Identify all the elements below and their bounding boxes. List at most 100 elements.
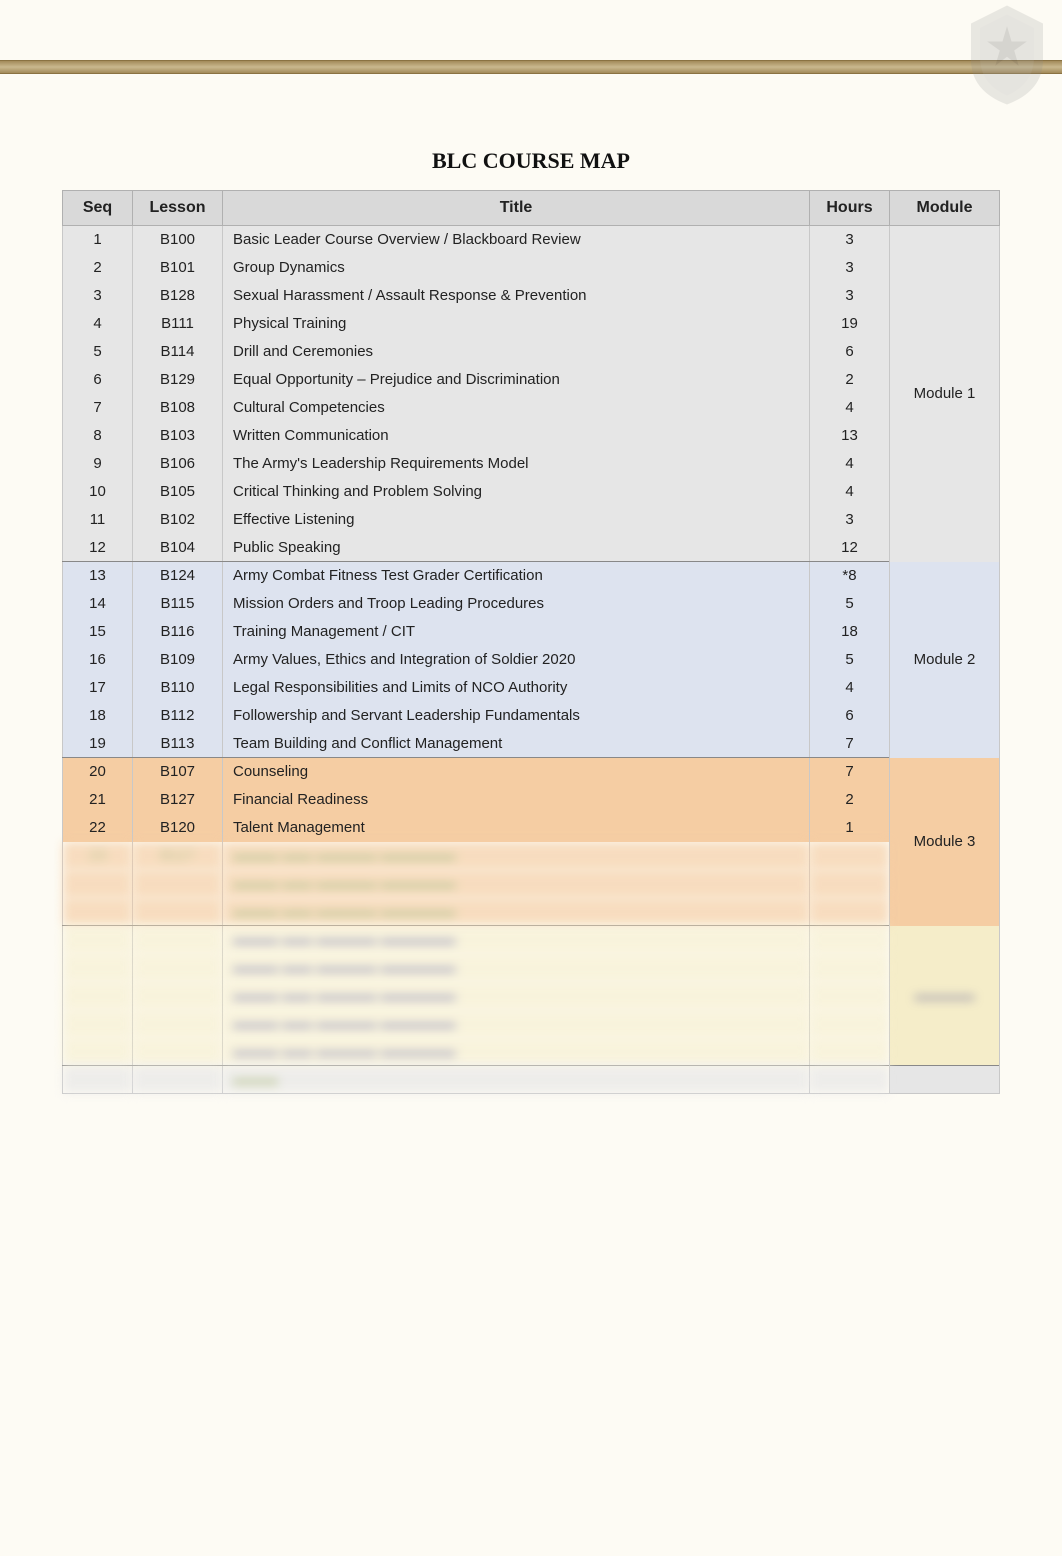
table-row: 18B112Followership and Servant Leadershi…: [63, 702, 1000, 730]
cell-hours: 13: [810, 422, 890, 450]
cell-seq: 4: [63, 310, 133, 338]
table-row: ▬▬▬ ▬▬ ▬▬▬▬ ▬▬▬▬▬: [63, 954, 1000, 982]
cell-lesson: B124: [133, 562, 223, 590]
cell-title: Written Communication: [223, 422, 810, 450]
cell-seq: [63, 954, 133, 982]
cell-lesson: [133, 954, 223, 982]
table-row: 4B111Physical Training19: [63, 310, 1000, 338]
cell-lesson: [133, 982, 223, 1010]
cell-title: ▬▬▬ ▬▬ ▬▬▬▬ ▬▬▬▬▬: [223, 982, 810, 1010]
cell-title: Group Dynamics: [223, 254, 810, 282]
cell-lesson: [133, 870, 223, 898]
cell-hours: 3: [810, 282, 890, 310]
cell-hours: 4: [810, 478, 890, 506]
cell-module: Module 1: [890, 226, 1000, 562]
cell-lesson: B101: [133, 254, 223, 282]
course-map-table-wrap: Seq Lesson Title Hours Module 1B100Basic…: [62, 190, 1000, 1094]
cell-lesson: B102: [133, 506, 223, 534]
cell-seq: 17: [63, 674, 133, 702]
cell-title: Legal Responsibilities and Limits of NCO…: [223, 674, 810, 702]
cell-title: ▬▬▬ ▬▬ ▬▬▬▬ ▬▬▬▬▬: [223, 870, 810, 898]
col-hours: Hours: [810, 191, 890, 226]
col-title: Title: [223, 191, 810, 226]
totals-row: ▬▬▬: [63, 1066, 1000, 1094]
table-row: 20B107Counseling7Module 3: [63, 758, 1000, 786]
cell-lesson: B113: [133, 730, 223, 758]
table-row: 13B124Army Combat Fitness Test Grader Ce…: [63, 562, 1000, 590]
cell-hours: 3: [810, 506, 890, 534]
cell-seq: 22: [63, 814, 133, 842]
cell-hours: 3: [810, 226, 890, 254]
totals-seq: [63, 1066, 133, 1094]
cell-hours: 6: [810, 702, 890, 730]
cell-hours: [810, 1038, 890, 1066]
cell-hours: 2: [810, 786, 890, 814]
cell-seq: 9: [63, 450, 133, 478]
cell-title: ▬▬▬ ▬▬ ▬▬▬▬ ▬▬▬▬▬: [223, 1038, 810, 1066]
cell-lesson: B128: [133, 282, 223, 310]
cell-seq: 20: [63, 758, 133, 786]
cell-hours: [810, 1010, 890, 1038]
cell-lesson: [133, 926, 223, 954]
cell-hours: 5: [810, 590, 890, 618]
cell-hours: 4: [810, 674, 890, 702]
cell-hours: 4: [810, 394, 890, 422]
table-row: 5B114Drill and Ceremonies6: [63, 338, 1000, 366]
cell-title: Financial Readiness: [223, 786, 810, 814]
cell-seq: [63, 1038, 133, 1066]
table-row: 2B101Group Dynamics3: [63, 254, 1000, 282]
cell-lesson: B127: [133, 786, 223, 814]
cell-title: Equal Opportunity – Prejudice and Discri…: [223, 366, 810, 394]
cell-hours: [810, 982, 890, 1010]
cell-title: Team Building and Conflict Management: [223, 730, 810, 758]
cell-title: Training Management / CIT: [223, 618, 810, 646]
cell-seq: 3: [63, 282, 133, 310]
cell-module: Module 3: [890, 758, 1000, 926]
table-row: ▬▬▬ ▬▬ ▬▬▬▬ ▬▬▬▬▬: [63, 1038, 1000, 1066]
cell-title: Basic Leader Course Overview / Blackboar…: [223, 226, 810, 254]
table-row: 8B103Written Communication13: [63, 422, 1000, 450]
cell-hours: 4: [810, 450, 890, 478]
table-row: 11B102Effective Listening3: [63, 506, 1000, 534]
cell-title: ▬▬▬ ▬▬ ▬▬▬▬ ▬▬▬▬▬: [223, 898, 810, 926]
cell-lesson: B114: [133, 338, 223, 366]
cell-title: Talent Management: [223, 814, 810, 842]
cell-lesson: B120: [133, 814, 223, 842]
table-row: ▬▬▬ ▬▬ ▬▬▬▬ ▬▬▬▬▬▬▬▬▬: [63, 926, 1000, 954]
cell-seq: 5: [63, 338, 133, 366]
cell-hours: 1: [810, 814, 890, 842]
cell-title: Physical Training: [223, 310, 810, 338]
course-map-table: Seq Lesson Title Hours Module 1B100Basic…: [62, 190, 1000, 1094]
cell-title: ▬▬▬ ▬▬ ▬▬▬▬ ▬▬▬▬▬: [223, 954, 810, 982]
cell-title: Army Values, Ethics and Integration of S…: [223, 646, 810, 674]
col-seq: Seq: [63, 191, 133, 226]
table-row: 12B104Public Speaking12: [63, 534, 1000, 562]
cell-lesson: B115: [133, 590, 223, 618]
col-module: Module: [890, 191, 1000, 226]
cell-seq: 12: [63, 534, 133, 562]
cell-seq: 13: [63, 562, 133, 590]
cell-title: Army Combat Fitness Test Grader Certific…: [223, 562, 810, 590]
cell-title: Sexual Harassment / Assault Response & P…: [223, 282, 810, 310]
cell-hours: 7: [810, 730, 890, 758]
cell-lesson: B105: [133, 478, 223, 506]
table-row: 19B113Team Building and Conflict Managem…: [63, 730, 1000, 758]
cell-seq: 16: [63, 646, 133, 674]
cell-hours: [810, 954, 890, 982]
cell-seq: 11: [63, 506, 133, 534]
cell-lesson: B111: [133, 310, 223, 338]
col-lesson: Lesson: [133, 191, 223, 226]
table-row: 17B110Legal Responsibilities and Limits …: [63, 674, 1000, 702]
table-row: 10B105Critical Thinking and Problem Solv…: [63, 478, 1000, 506]
cell-hours: 12: [810, 534, 890, 562]
cell-seq: 23: [63, 842, 133, 870]
table-row: ▬▬▬ ▬▬ ▬▬▬▬ ▬▬▬▬▬: [63, 982, 1000, 1010]
table-row: 7B108Cultural Competencies4: [63, 394, 1000, 422]
cell-title: Cultural Competencies: [223, 394, 810, 422]
cell-title: Critical Thinking and Problem Solving: [223, 478, 810, 506]
totals-hours: [810, 1066, 890, 1094]
cell-title: ▬▬▬ ▬▬ ▬▬▬▬ ▬▬▬▬▬: [223, 842, 810, 870]
totals-title: ▬▬▬: [223, 1066, 810, 1094]
cell-hours: [810, 898, 890, 926]
table-row: 22B120Talent Management1: [63, 814, 1000, 842]
